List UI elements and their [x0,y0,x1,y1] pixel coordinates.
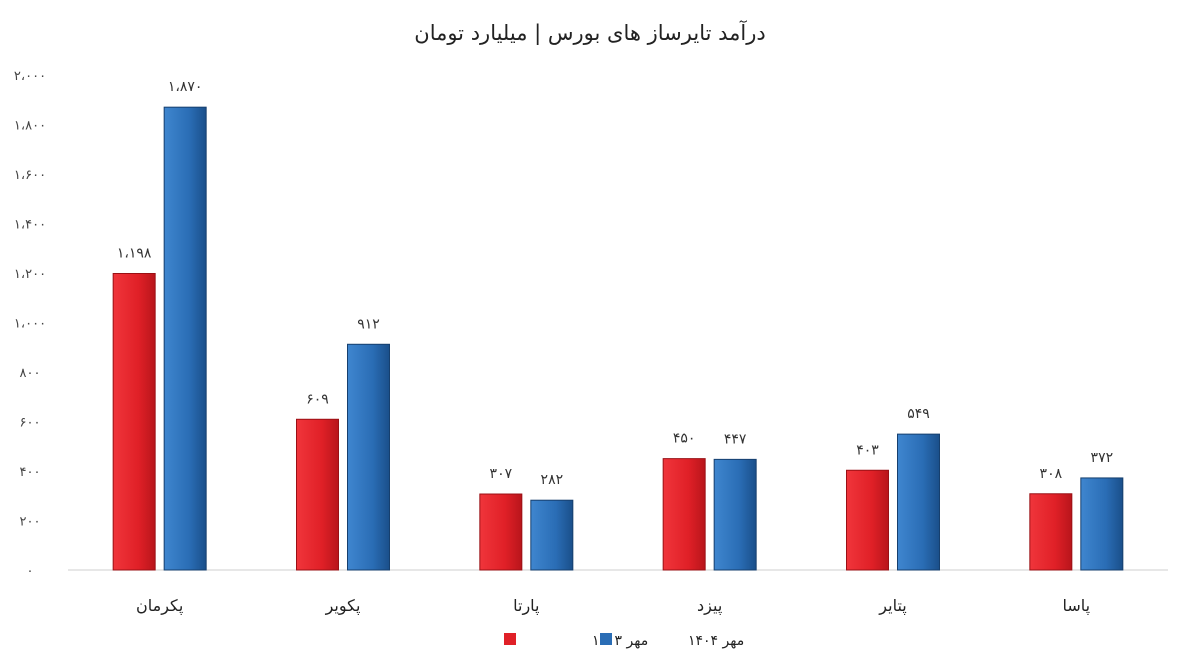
x-tick-label: پارتا [513,596,539,616]
y-tick-label: ۱،۲۰۰ [14,267,46,282]
bars [112,106,1124,571]
data-label: ۴۵۰ [673,431,696,447]
data-label: ۱،۸۷۰ [168,79,203,95]
data-label: ۳۰۷ [490,466,513,482]
data-label: ۳۷۲ [1091,450,1114,466]
y-axis: ۰ ۲۰۰ ۴۰۰ ۶۰۰ ۸۰۰ ۱،۰۰۰ ۱،۲۰۰ ۱،۴۰۰ ۱،۶۰۰ ۱،۸۰۰ ۲،… [14,69,46,579]
bar-series2 [1080,477,1124,571]
y-tick-label: ۲،۰۰۰ [14,69,46,84]
data-label: ۲۸۲ [541,472,564,488]
data-label: ۴۴۷ [724,431,747,447]
data-label: ۹۱۲ [357,316,380,332]
x-axis: پکرمان پکویر پارتا پیزد پتایر پاسا [136,596,1090,616]
x-tick-label: پکرمان [136,596,183,616]
bar-series1 [296,418,339,571]
legend: مهر ۱۴۰۳مهر ۱۴۰۴ [504,633,744,649]
legend-swatch [600,633,612,645]
x-tick-label: پاسا [1063,596,1091,616]
data-label: ۳۰۸ [1040,466,1063,482]
data-label: ۵۴۹ [907,406,930,422]
data-label: ۱،۱۹۸ [117,245,152,261]
bar-series1 [112,272,156,571]
y-tick-label: ۴۰۰ [20,465,41,480]
bar-series1 [1029,493,1073,571]
bar-series2 [347,343,390,571]
y-tick-label: ۲۰۰ [20,515,41,530]
y-tick-label: ۰ [27,564,34,579]
x-tick-label: پتایر [878,596,906,616]
bar-series1 [662,458,706,571]
y-tick-label: ۸۰۰ [20,366,41,381]
y-tick-label: ۱،۶۰۰ [14,168,46,183]
bar-series2 [713,458,757,571]
data-label: ۴۰۳ [856,442,879,458]
x-tick-label: پکویر [325,596,361,616]
x-tick-label: پیزد [697,596,722,616]
data-labels: ۱،۱۹۸ ۱،۸۷۰ ۶۰۹ ۹۱۲ ۳۰۷ ۲۸۲ ۴۵۰ ۴۴۷ ۴۰۳ ۵۴۹ ۳۰۸ ۳۷۲ [117,79,1113,488]
data-label: ۶۰۹ [306,391,329,407]
y-tick-label: ۶۰۰ [20,416,41,431]
legend-swatch [504,633,516,645]
bar-series1 [479,493,523,571]
y-tick-label: ۱،۴۰۰ [14,218,46,233]
bar-series2 [897,433,940,571]
y-tick-label: ۱،۸۰۰ [14,119,46,134]
y-tick-label: ۱،۰۰۰ [14,317,46,332]
bar-series2 [530,499,574,571]
legend-label: مهر ۱۴۰۴ [688,633,744,649]
chart-title: درآمد تایرساز های بورس | میلیارد تومان [414,20,765,46]
bar-series2 [163,106,207,571]
bar-series1 [846,469,889,571]
